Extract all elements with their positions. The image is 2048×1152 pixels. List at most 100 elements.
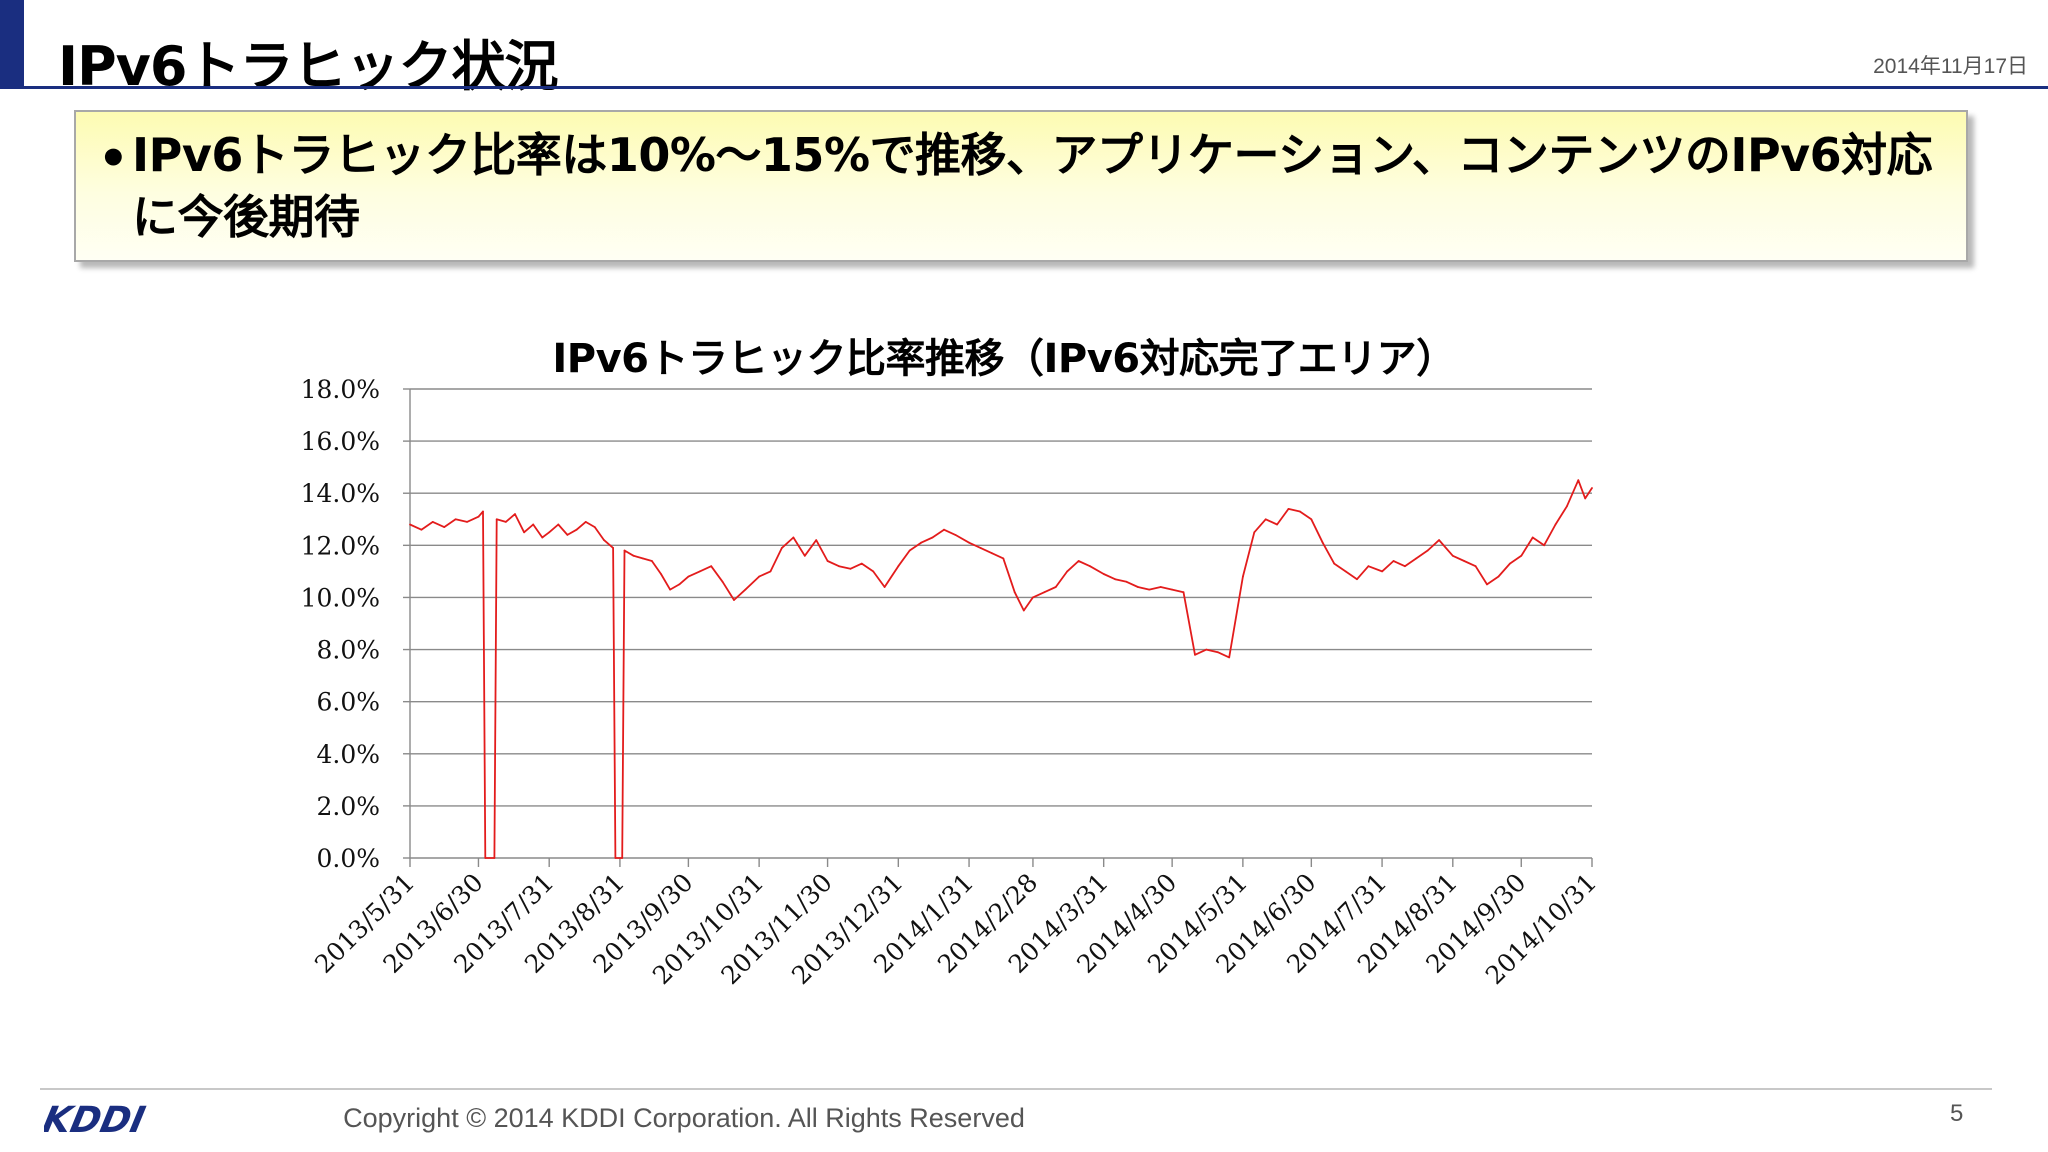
data-point	[1013, 591, 1016, 594]
callout-bullet: •	[98, 131, 129, 187]
data-point	[979, 547, 982, 549]
chart-gridlines	[410, 388, 1592, 807]
data-point	[968, 541, 970, 544]
data-point	[1125, 580, 1128, 583]
data-point	[710, 565, 713, 568]
y-tick-label: 14.0%	[301, 479, 380, 508]
data-point	[1367, 565, 1370, 568]
data-point	[669, 588, 671, 591]
data-point	[991, 552, 993, 555]
data-point	[698, 570, 701, 573]
data-point	[931, 536, 934, 539]
callout-text: IPv6トラヒック比率は10%～15%で推移、アプリケーション、コンテンツのIP…	[132, 128, 1933, 244]
data-point	[603, 539, 605, 541]
chart-series	[409, 479, 1593, 859]
data-point	[477, 515, 480, 518]
chart-title: IPv6トラヒック比率推移（IPv6対応完了エリア）	[552, 336, 1456, 382]
data-point	[943, 528, 945, 531]
data-point	[1002, 557, 1005, 560]
data-point	[1310, 518, 1313, 521]
data-point	[1321, 541, 1324, 544]
data-point	[803, 554, 806, 557]
data-point	[1404, 565, 1406, 568]
data-point	[1344, 570, 1347, 573]
y-tick-label: 2.0%	[316, 792, 380, 821]
data-point	[721, 580, 724, 583]
data-point	[1077, 560, 1080, 562]
summary-callout: • IPv6トラヒック比率は10%～15%で推移、アプリケーション、コンテンツの…	[74, 110, 1968, 262]
data-point	[632, 554, 635, 557]
data-point	[1054, 586, 1057, 588]
data-point	[872, 570, 875, 573]
data-point	[621, 857, 624, 859]
data-point	[1148, 588, 1151, 591]
data-point	[1171, 588, 1173, 591]
data-point	[769, 570, 772, 573]
data-point	[431, 521, 434, 523]
data-point	[1102, 573, 1105, 575]
data-point	[1463, 560, 1466, 562]
data-point	[1299, 510, 1301, 513]
data-point	[420, 528, 423, 531]
y-tick-label: 16.0%	[301, 427, 380, 456]
x-tick-labels: 2013/5/312013/6/302013/7/312013/8/312013…	[309, 868, 1602, 990]
data-point	[1486, 583, 1488, 586]
data-point	[593, 526, 596, 528]
data-point	[1497, 575, 1500, 578]
data-point	[1159, 586, 1162, 588]
data-point	[826, 560, 829, 562]
data-point	[466, 521, 468, 523]
y-tick-label: 0.0%	[316, 844, 380, 873]
data-point	[838, 565, 840, 568]
data-point	[954, 534, 957, 536]
data-point	[493, 857, 496, 859]
data-point	[504, 521, 507, 523]
data-point	[678, 583, 681, 586]
data-point	[1276, 523, 1278, 526]
data-point	[1554, 523, 1557, 526]
data-point	[1426, 549, 1429, 552]
data-point	[1531, 536, 1534, 539]
data-point	[1509, 562, 1511, 565]
data-point	[1022, 609, 1025, 612]
data-point	[548, 531, 551, 534]
data-point	[1228, 656, 1231, 659]
y-tick-label: 10.0%	[301, 583, 380, 612]
data-point	[1577, 479, 1580, 482]
y-tick-label: 4.0%	[316, 740, 380, 769]
data-point	[1584, 497, 1587, 500]
data-point	[1287, 508, 1290, 510]
data-point	[1137, 586, 1139, 588]
data-point	[781, 547, 783, 549]
data-point	[1114, 578, 1116, 581]
data-point	[1520, 554, 1523, 557]
chart-axes	[403, 388, 1593, 867]
slide-date: 2014年11月17日	[1873, 55, 2028, 78]
y-tick-label: 18.0%	[301, 375, 380, 404]
data-point	[1264, 518, 1267, 521]
data-point	[908, 549, 911, 552]
data-point	[541, 536, 544, 539]
data-point	[1089, 565, 1091, 568]
data-point	[584, 521, 587, 523]
footer-divider	[40, 1088, 1992, 1090]
data-point	[1032, 596, 1034, 599]
y-tick-label: 8.0%	[316, 636, 380, 665]
data-point	[1543, 544, 1545, 547]
data-point	[1392, 560, 1395, 562]
data-point	[409, 523, 411, 526]
data-point	[623, 549, 626, 552]
data-point	[815, 539, 818, 541]
y-tick-label: 6.0%	[316, 688, 380, 717]
data-point	[758, 575, 760, 578]
data-point	[1451, 554, 1454, 557]
copyright-text: Copyright © 2014 KDDI Corporation. All R…	[343, 1103, 1025, 1133]
data-point	[495, 518, 498, 521]
data-point	[454, 518, 457, 521]
data-point	[849, 567, 852, 570]
data-point	[612, 547, 614, 549]
data-point	[523, 531, 525, 534]
data-point	[1333, 562, 1336, 565]
data-point	[897, 565, 900, 568]
data-point	[744, 588, 747, 591]
